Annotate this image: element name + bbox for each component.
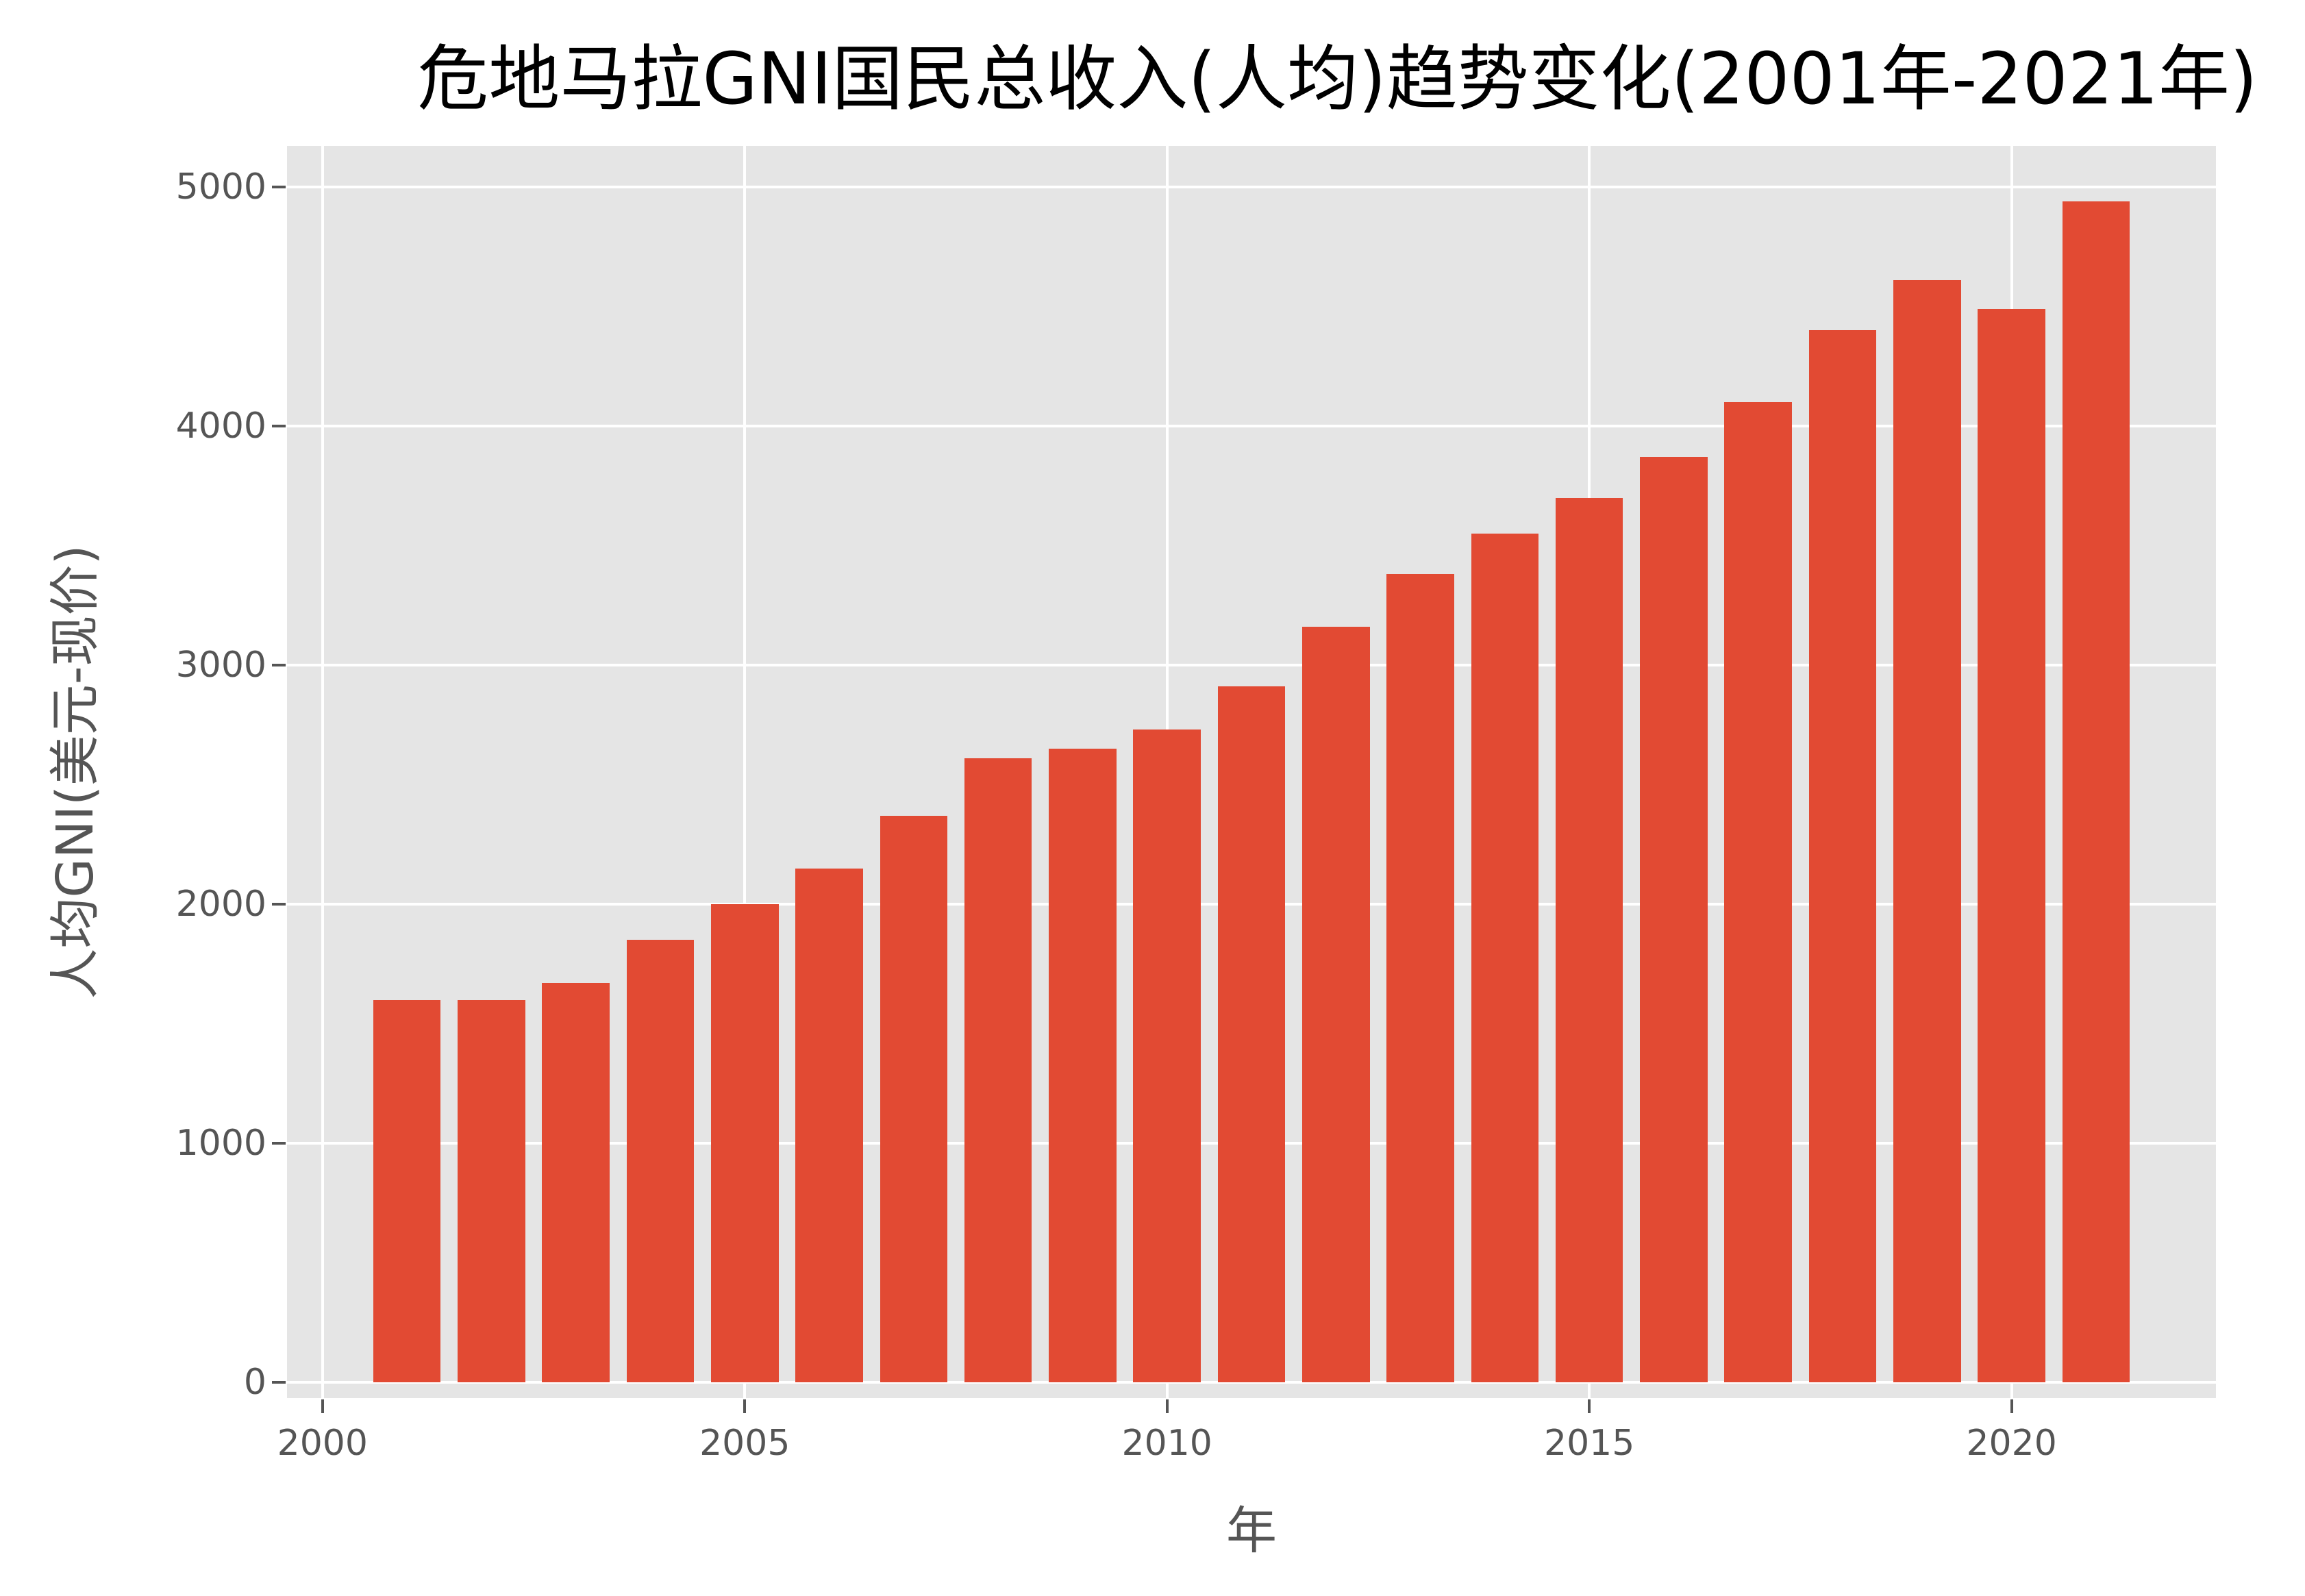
gridline-horizontal <box>287 425 2216 427</box>
y-tick-mark <box>272 425 286 427</box>
y-tick-label: 4000 <box>175 406 266 447</box>
bar-2005 <box>710 903 779 1382</box>
y-tick-label: 0 <box>243 1361 266 1403</box>
gridline-horizontal <box>287 1380 2216 1384</box>
chart-title: 危地马拉GNI国民总收入(人均)趋势变化(2001年-2021年) <box>417 37 2258 121</box>
bar-2015 <box>1555 497 1623 1382</box>
bar-2011 <box>1217 686 1286 1382</box>
bar-2010 <box>1133 730 1201 1382</box>
bar-2003 <box>542 983 610 1382</box>
bar-2020 <box>1978 309 2045 1382</box>
bar-2017 <box>1724 402 1793 1382</box>
y-tick-mark <box>272 1141 286 1145</box>
gridline-vertical <box>743 146 747 1398</box>
x-tick-mark <box>743 1399 747 1413</box>
y-tick-mark <box>272 186 286 189</box>
bar-2001 <box>373 999 441 1382</box>
x-tick-mark <box>321 1399 324 1413</box>
bar-2014 <box>1471 534 1539 1382</box>
y-tick-mark <box>272 664 286 666</box>
bar-2002 <box>458 999 525 1382</box>
bar-2021 <box>2062 201 2130 1382</box>
x-tick-label: 2020 <box>1966 1423 2057 1464</box>
bar-2019 <box>1893 280 1961 1382</box>
x-tick-mark <box>1588 1399 1591 1413</box>
y-tick-label: 3000 <box>175 645 266 686</box>
x-tick-mark <box>1165 1399 1169 1413</box>
x-tick-label: 2015 <box>1543 1423 1635 1464</box>
plot-area <box>287 146 2216 1398</box>
y-tick-label: 5000 <box>175 166 266 208</box>
gridline-vertical <box>321 146 324 1398</box>
bar-2006 <box>795 868 863 1382</box>
bar-2016 <box>1640 457 1708 1382</box>
bar-2013 <box>1386 574 1454 1382</box>
x-tick-mark <box>2010 1399 2013 1413</box>
x-tick-label: 2010 <box>1121 1423 1212 1464</box>
y-tick-label: 2000 <box>175 883 266 925</box>
bar-2018 <box>1808 330 1877 1382</box>
bar-2009 <box>1049 749 1117 1382</box>
bar-2008 <box>964 758 1032 1382</box>
y-tick-label: 1000 <box>175 1122 266 1164</box>
x-tick-label: 2000 <box>277 1423 368 1464</box>
x-axis-label: 年 <box>1226 1501 1277 1560</box>
gridline-horizontal <box>287 664 2216 666</box>
y-tick-mark <box>272 1380 286 1384</box>
gridline-horizontal <box>287 186 2216 189</box>
bar-2007 <box>880 815 948 1382</box>
bar-2012 <box>1301 627 1370 1382</box>
bar-2004 <box>626 940 695 1382</box>
y-tick-mark <box>272 902 286 906</box>
y-axis-label: 人均GNI(美元-现价) <box>46 545 105 999</box>
x-tick-label: 2005 <box>699 1423 790 1464</box>
